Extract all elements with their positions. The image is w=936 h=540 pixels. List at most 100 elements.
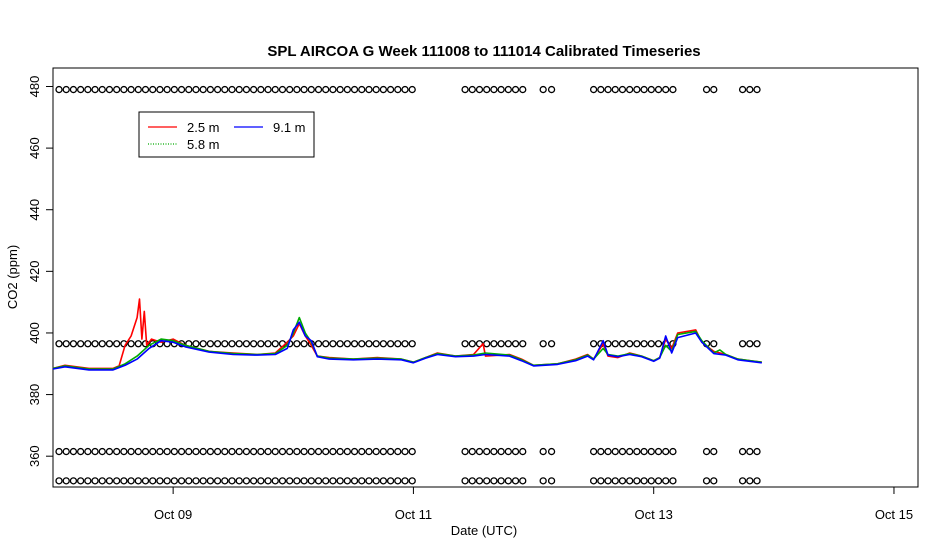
- flag-marker: [134, 340, 142, 348]
- flag-marker: [329, 447, 337, 456]
- flag-marker: [365, 477, 373, 485]
- flag-marker: [618, 447, 627, 456]
- flag-marker: [300, 447, 308, 456]
- flag-marker: [394, 447, 402, 456]
- flag-marker: [372, 447, 380, 456]
- flag-marker: [264, 85, 272, 94]
- flag-marker: [365, 85, 373, 94]
- flag-marker: [753, 85, 761, 94]
- flag-marker: [350, 340, 359, 348]
- flag-marker: [62, 340, 70, 348]
- flag-marker: [213, 477, 222, 485]
- flag-marker: [141, 477, 150, 485]
- flag-marker: [640, 85, 648, 94]
- flag-marker: [746, 447, 754, 456]
- flag-marker: [163, 85, 171, 94]
- flag-marker: [468, 340, 476, 348]
- y-axis-label: CO2 (ppm): [5, 245, 20, 309]
- flag-marker: [235, 340, 243, 348]
- flag-marker: [192, 447, 200, 456]
- flag-marker: [358, 477, 366, 485]
- flag-marker: [511, 477, 520, 485]
- flag-marker: [55, 477, 63, 485]
- flag-marker: [134, 447, 142, 456]
- flag-marker: [113, 340, 121, 348]
- flag-marker: [170, 85, 178, 94]
- flag-marker: [91, 477, 99, 485]
- flag-marker: [228, 85, 236, 94]
- flag-marker: [710, 340, 718, 348]
- flag-marker: [264, 447, 272, 456]
- flag-marker: [358, 340, 366, 348]
- flag-marker: [350, 447, 359, 456]
- flag-marker: [475, 477, 484, 485]
- flag-marker: [633, 447, 641, 456]
- flag-marker: [300, 340, 308, 348]
- flag-marker: [98, 477, 106, 485]
- flag-marker: [235, 447, 243, 456]
- flag-marker: [519, 340, 527, 348]
- flag-marker: [604, 85, 612, 94]
- flag-marker: [654, 340, 663, 348]
- x-tick-label: Oct 11: [395, 507, 432, 522]
- flag-marker: [483, 477, 491, 485]
- flag-marker: [618, 477, 627, 485]
- flag-marker: [753, 447, 761, 456]
- flag-marker: [199, 340, 207, 348]
- flag-marker: [547, 447, 556, 456]
- flag-marker: [177, 447, 186, 456]
- flag-marker: [185, 447, 193, 456]
- flag-marker: [113, 447, 121, 456]
- flag-marker: [141, 85, 150, 94]
- flag-marker: [710, 447, 718, 456]
- flag-marker: [156, 477, 164, 485]
- flag-marker: [702, 447, 711, 456]
- flag-marker: [343, 447, 351, 456]
- flag-marker: [365, 340, 373, 348]
- flag-marker: [633, 85, 641, 94]
- flag-marker: [127, 477, 135, 485]
- flag-marker: [249, 447, 258, 456]
- flag-marker: [539, 85, 547, 94]
- flag-marker: [611, 340, 619, 348]
- flag-marker: [271, 477, 279, 485]
- flag-marker: [55, 340, 63, 348]
- flag-marker: [461, 85, 469, 94]
- flag-marker: [640, 340, 648, 348]
- flag-marker: [669, 85, 677, 94]
- flag-marker: [242, 477, 251, 485]
- y-tick-label: 380: [27, 384, 42, 406]
- flag-marker: [192, 85, 200, 94]
- flag-marker: [372, 85, 380, 94]
- flag-marker: [156, 447, 164, 456]
- y-tick-label: 400: [27, 322, 42, 344]
- flag-marker: [597, 85, 605, 94]
- flag-marker: [307, 477, 315, 485]
- flag-marker: [177, 85, 186, 94]
- flag-marker: [62, 85, 70, 94]
- flag-marker: [738, 447, 747, 456]
- x-axis-label: Date (UTC): [451, 523, 517, 538]
- flag-marker: [604, 477, 612, 485]
- flag-marker: [483, 447, 491, 456]
- flag-marker: [358, 447, 366, 456]
- flag-marker: [249, 340, 258, 348]
- legend-label-9-1m: 9.1 m: [273, 120, 306, 135]
- flag-marker: [235, 85, 243, 94]
- flag-marker: [519, 477, 527, 485]
- flag-marker: [156, 85, 164, 94]
- flag-marker: [490, 477, 498, 485]
- flag-marker: [539, 477, 547, 485]
- flag-marker: [206, 85, 215, 94]
- flag-marker: [669, 447, 677, 456]
- flag-marker: [626, 447, 634, 456]
- flag-marker: [497, 477, 505, 485]
- flag-marker: [394, 477, 402, 485]
- flag-marker: [336, 340, 344, 348]
- flag-marker: [98, 85, 106, 94]
- flag-marker: [483, 85, 491, 94]
- flag-marker: [163, 447, 171, 456]
- y-tick-label: 440: [27, 199, 42, 221]
- flag-marker: [322, 85, 330, 94]
- flag-marker: [386, 477, 395, 485]
